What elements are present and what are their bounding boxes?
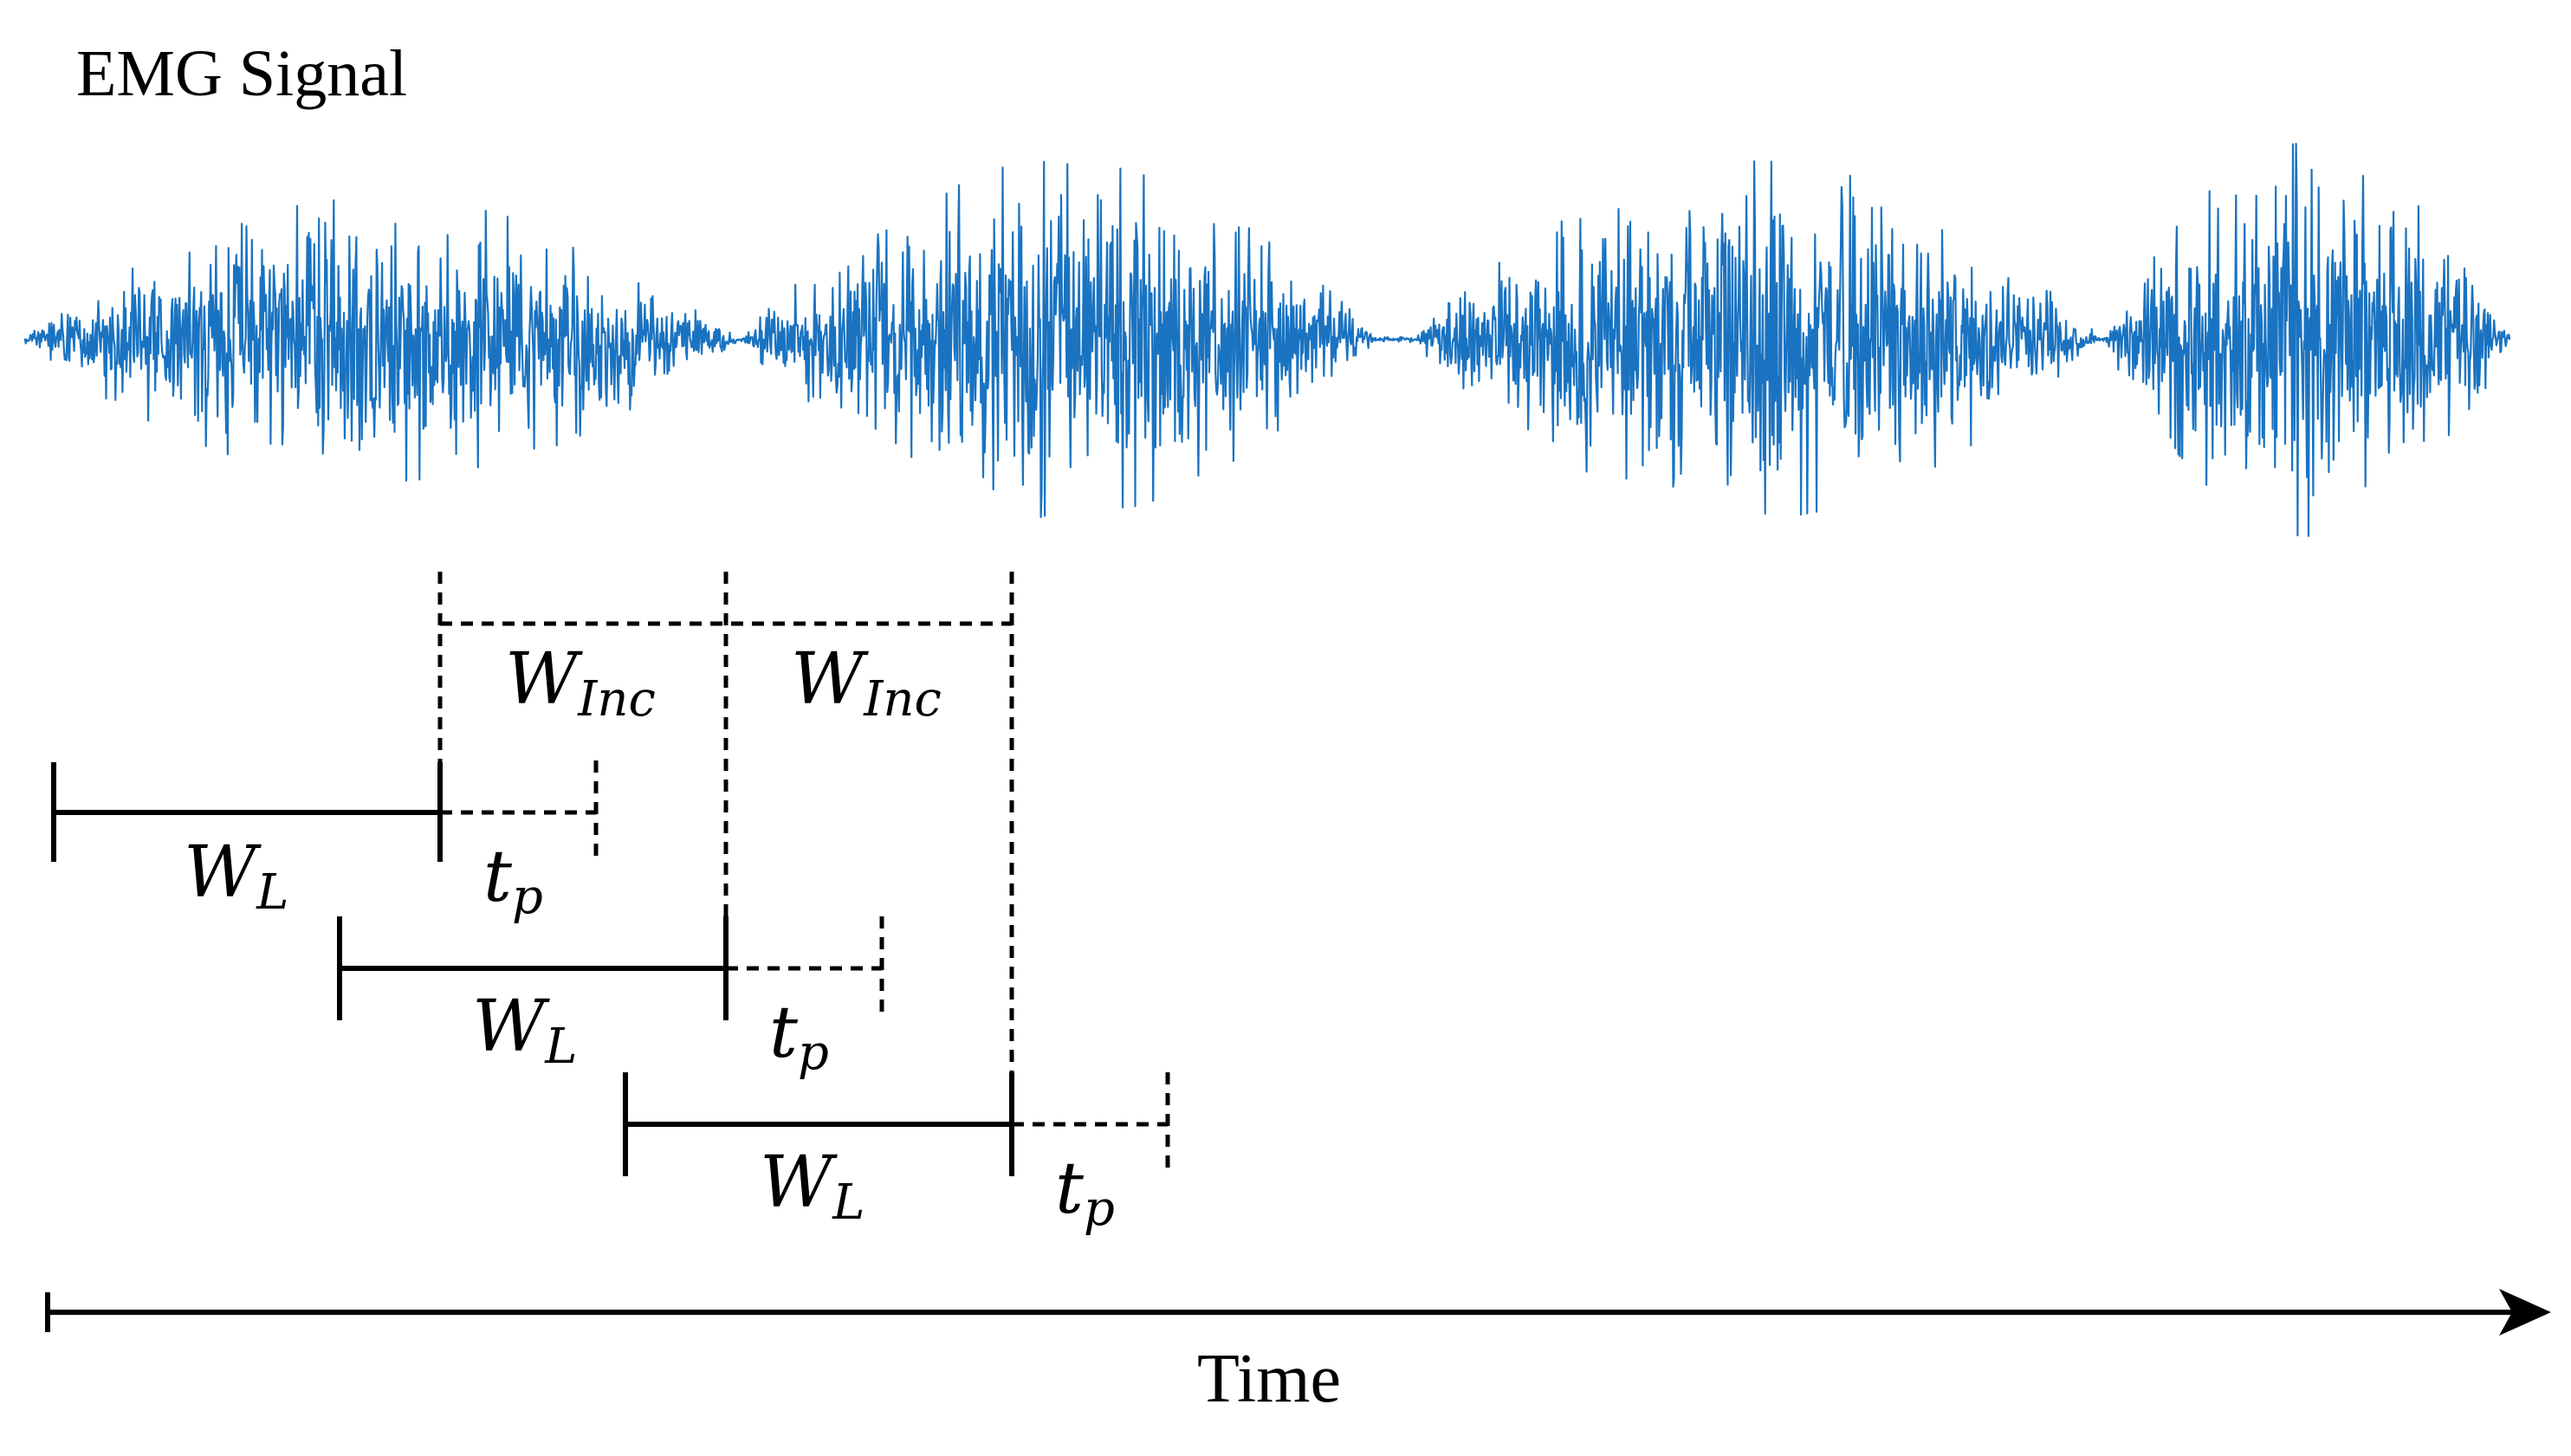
window-3-length-label: WL — [760, 1142, 865, 1231]
window-1-prediction-label: tp — [483, 836, 543, 925]
window-2-length-label: WL — [472, 986, 577, 1075]
window-1: WL tp — [51, 760, 599, 925]
increment-label-1: WInc — [505, 638, 656, 728]
window-3: WL tp — [623, 1072, 1170, 1237]
increment-markers: WInc WInc — [437, 572, 1014, 1083]
signal-title: EMG Signal — [76, 37, 407, 110]
emg-waveform — [23, 142, 2511, 537]
increment-label-2: WInc — [791, 638, 942, 728]
time-axis-arrowhead — [2499, 1289, 2551, 1336]
time-axis-label: Time — [1197, 1341, 1341, 1417]
window-2: WL tp — [337, 916, 884, 1081]
time-axis: Time — [45, 1289, 2551, 1417]
window-2-prediction-label: tp — [769, 992, 829, 1081]
window-3-prediction-label: tp — [1055, 1148, 1115, 1237]
emg-signal-trace — [23, 142, 2511, 537]
window-1-length-label: WL — [184, 832, 288, 921]
